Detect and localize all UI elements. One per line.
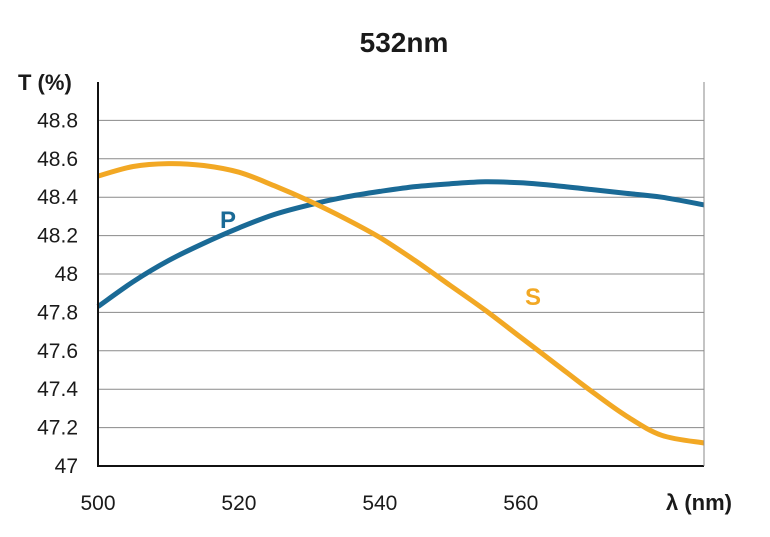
x-tick-label: 540 [362,492,397,515]
y-tick-label: 47.2 [37,417,78,440]
x-tick-label: 560 [503,492,538,515]
series-label-s: S [525,284,541,311]
y-tick-labels: 47 47.2 47.4 47.6 47.8 48 48.2 48.4 48.6 48.8 [37,109,78,478]
y-tick-label: 48.4 [37,186,78,209]
y-tick-label: 47.8 [37,301,78,324]
y-tick-label: 47 [55,455,78,478]
y-tick-label: 48.2 [37,225,78,248]
series-label-p: P [220,207,236,234]
x-axis-label: λ (nm) [666,490,732,515]
x-tick-label: 500 [80,492,115,515]
y-tick-label: 47.6 [37,340,78,363]
y-tick-label: 48.8 [37,109,78,132]
y-tick-label: 47.4 [37,378,78,401]
y-tick-label: 48 [55,263,78,286]
x-tick-labels: 500 520 540 560 [80,492,538,515]
series-line-p [96,179,705,309]
grid-lines [98,119,704,429]
series-labels: PS [220,207,541,311]
y-axis-label: T (%) [18,70,72,95]
series-line-s [97,161,705,446]
series-lines [96,161,705,446]
chart-title: 532nm [360,27,449,58]
x-tick-label: 520 [221,492,256,515]
y-tick-label: 48.6 [37,148,78,171]
axes [97,82,705,467]
